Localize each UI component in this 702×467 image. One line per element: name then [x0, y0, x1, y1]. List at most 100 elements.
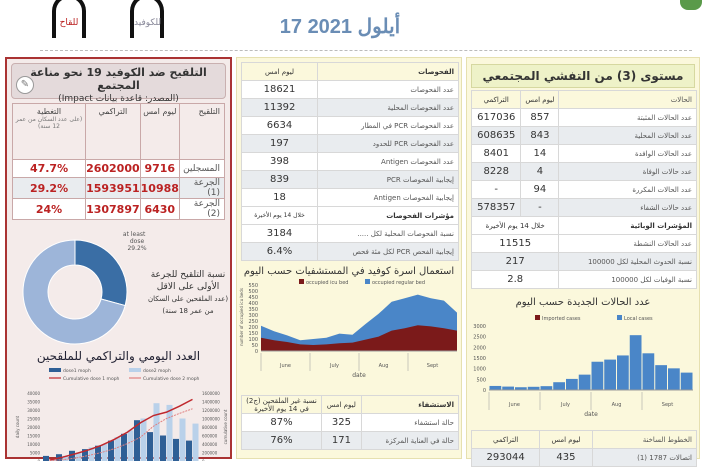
- x-group-label: Sept: [662, 402, 673, 408]
- legend-imported: Imported cases: [542, 316, 581, 322]
- value-coverage: 24%: [13, 199, 86, 220]
- value-yesterday: 10988: [140, 178, 179, 199]
- row-label: إيجابية الفحص PCR لكل مئة فحص: [318, 243, 459, 261]
- x-group-label: July: [329, 363, 339, 369]
- x-axis-label: date: [352, 372, 366, 379]
- hospital-chart-caption: استعمال اسرة كوفيد في المستشفيات حسب الي…: [237, 266, 461, 277]
- row-label: عدد حالات الشفاء: [559, 199, 697, 217]
- local-cases-bar: [643, 353, 655, 389]
- local-cases-bar: [502, 387, 514, 390]
- value-cumulative: 8228: [472, 163, 521, 181]
- report-date: 17 أيلول 2021: [240, 14, 440, 39]
- y-tick-label: 25000: [27, 417, 40, 422]
- row-label: عدد الحالات المحلية: [559, 127, 697, 145]
- x-axis-label: date: [584, 411, 598, 418]
- vaccination-panel: التلقيح ضد الكوفيد 19 نحو مناعة المجتمع …: [5, 57, 232, 459]
- dose2-moph-bar: [167, 405, 173, 461]
- y2-tick-label: 0: [202, 459, 205, 461]
- dose1-moph-bar: [43, 456, 49, 461]
- y-tick-label: 300: [248, 313, 258, 319]
- y-tick-label: 250: [248, 319, 258, 325]
- vaccine-hotline-label: للقاح: [60, 18, 79, 28]
- legend-swatch-imported: [535, 315, 540, 320]
- legend-regular: occupied regular bed: [372, 280, 425, 286]
- row-label: نسبة الحدوث المحلية لكل 100000: [559, 253, 697, 271]
- value-cumulative: 617036: [472, 109, 521, 127]
- indicators-period: خلال 14 يوم الأخيرة: [242, 207, 318, 225]
- row-label: عدد الحالات المثبتة: [559, 109, 697, 127]
- table-row: نسبة الفحوصات المحلية لكل .....3184: [242, 225, 459, 243]
- local-cases-bar: [553, 382, 565, 389]
- y-tick-label: 5000: [30, 451, 41, 456]
- legend-icu: occupied icu bed: [306, 280, 348, 286]
- value-yesterday: 435: [540, 449, 592, 467]
- col-header: التراكمي: [472, 91, 521, 109]
- col-header: نسبة غير الملقحين (ج2) في 14 يوم الأخيرة: [242, 396, 322, 414]
- y2-tick-label: 200000: [202, 451, 218, 456]
- row-label: عدد الفحوصات PCR في المطار: [318, 117, 459, 135]
- donut-text-line: (عدد الملقحين على السكان: [145, 293, 231, 305]
- vaccination-source: (المصدر: قاعدة بيانات Impact): [12, 94, 225, 104]
- row-label: نسبة الفحوصات المحلية لكل .....: [318, 225, 459, 243]
- y-tick-label: 2500: [473, 335, 486, 341]
- value-cumulative: 608635: [472, 127, 521, 145]
- vaccination-chart-title: العدد اليومي والتراكمي للملقحين: [7, 349, 230, 363]
- value-yesterday: -: [521, 199, 559, 217]
- y2-tick-label: 1200000: [202, 408, 220, 413]
- value: 217: [472, 253, 559, 271]
- col-header: الفحوصات: [318, 63, 459, 81]
- indicators-period: خلال 14 يوم الأخيرة: [472, 217, 559, 235]
- value-yesterday: 171: [322, 432, 362, 450]
- vaccination-title: التلقيح ضد الكوفيد 19 نحو مناعة المجتمع: [12, 66, 225, 92]
- col-header: الحالات: [559, 91, 697, 109]
- ministry-logo-icon: [680, 0, 702, 10]
- dose2-moph-bar: [115, 437, 121, 461]
- row-label: عدد الحالات الوافدة: [559, 145, 697, 163]
- local-cases-bar: [655, 365, 667, 390]
- value-coverage: 29.2%: [13, 178, 86, 199]
- y-tick-label: 1500: [473, 356, 486, 362]
- x-group-label: Aug: [612, 402, 622, 408]
- value-yesterday: 14: [521, 145, 559, 163]
- row-label: المسجلين: [179, 160, 224, 178]
- dose2-moph-bar: [141, 419, 147, 462]
- dose2-moph-bar: [193, 424, 199, 461]
- y-tick-label: 3000: [473, 324, 486, 330]
- donut-data-label: dose: [130, 238, 145, 245]
- row-label: اتصالات 1787 (1): [592, 449, 696, 467]
- value-cumulative: 2602000: [86, 160, 141, 178]
- value-value: 398: [242, 153, 318, 171]
- legend-swatch-regular: [365, 279, 370, 284]
- legend-label: dose2 moph: [143, 368, 171, 374]
- local-cases-bar: [490, 386, 502, 390]
- local-cases-bar: [515, 387, 527, 390]
- first-dose-donut-chart: at least 1dose29.2%: [17, 224, 147, 349]
- vaccine-hotline-headset-icon: للقاح: [52, 0, 86, 38]
- donut-text-line: نسبة التلقيح للجرعة: [145, 269, 231, 281]
- dose1-moph-bar: [173, 439, 179, 461]
- y-tick-label: 2000: [473, 345, 486, 351]
- donut-data-label: at least 1: [123, 231, 147, 238]
- y-tick-label: 200: [248, 325, 258, 331]
- donut-description: نسبة التلقيح للجرعة الأولى على الاقل (عد…: [145, 269, 231, 317]
- row-label: حالة في العناية المركزة: [361, 432, 458, 450]
- local-cases-bar: [604, 360, 616, 390]
- x-group-label: Sept: [427, 363, 438, 369]
- value-value: 18: [242, 189, 318, 207]
- donut-text-line: الأولى على الاقل: [145, 281, 231, 293]
